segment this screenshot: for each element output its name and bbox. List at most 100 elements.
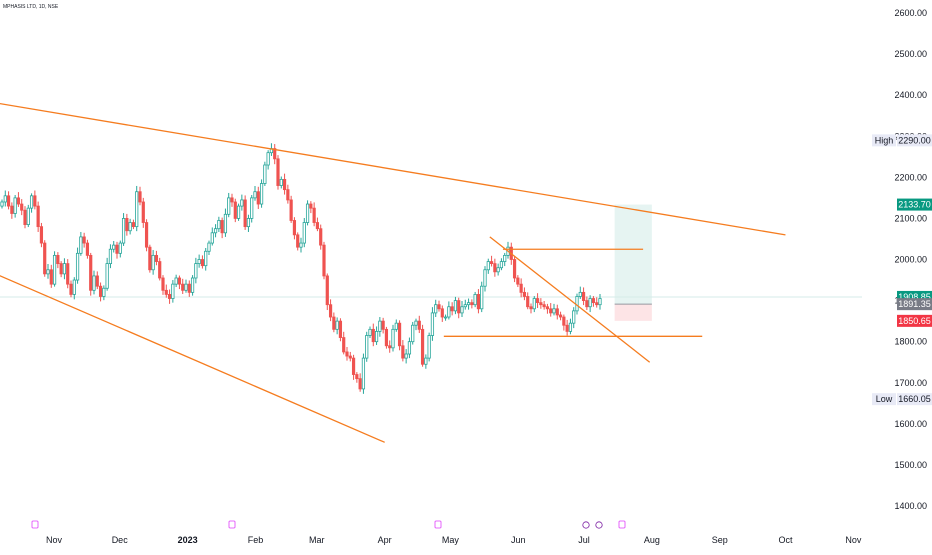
candle[interactable] [368, 326, 372, 338]
dividend-marker-icon[interactable] [582, 521, 590, 529]
candle[interactable] [154, 250, 159, 266]
candle[interactable] [355, 372, 359, 383]
candle[interactable] [3, 190, 7, 207]
candle[interactable] [190, 275, 195, 296]
candle[interactable] [503, 252, 507, 267]
candle[interactable] [335, 317, 339, 335]
candle[interactable] [151, 250, 155, 275]
candle[interactable] [529, 303, 533, 314]
candle[interactable] [210, 227, 214, 246]
candle[interactable] [555, 304, 559, 320]
candle[interactable] [39, 222, 44, 248]
event-markers-layer[interactable] [31, 520, 626, 529]
candle[interactable] [496, 263, 500, 276]
candle[interactable] [92, 270, 96, 295]
candle[interactable] [437, 300, 441, 312]
candle[interactable] [378, 317, 382, 337]
candle[interactable] [460, 300, 464, 318]
candle[interactable] [20, 199, 24, 216]
candle[interactable] [443, 314, 448, 321]
candle[interactable] [227, 192, 231, 218]
candle[interactable] [6, 191, 11, 210]
candle[interactable] [391, 324, 395, 352]
candle[interactable] [322, 241, 326, 280]
candle[interactable] [230, 193, 234, 207]
candle[interactable] [184, 279, 188, 293]
candle[interactable] [102, 285, 106, 301]
candle[interactable] [148, 244, 152, 273]
candle[interactable] [549, 303, 553, 317]
candle[interactable] [253, 185, 257, 201]
candle[interactable] [164, 284, 168, 298]
candle[interactable] [43, 240, 47, 277]
candle[interactable] [315, 217, 320, 232]
candle[interactable] [138, 186, 142, 206]
candle[interactable] [131, 219, 136, 230]
candle[interactable] [397, 320, 402, 351]
candle[interactable] [388, 340, 392, 353]
candle[interactable] [207, 240, 211, 255]
candle[interactable] [125, 213, 129, 236]
candle[interactable] [516, 275, 520, 288]
candle[interactable] [532, 296, 536, 313]
candle[interactable] [338, 318, 343, 342]
candle[interactable] [59, 261, 63, 278]
candle[interactable] [82, 232, 86, 248]
candle[interactable] [33, 190, 37, 210]
candle[interactable] [404, 349, 408, 364]
candle[interactable] [49, 264, 53, 288]
candle[interactable] [118, 240, 122, 258]
candle[interactable] [519, 278, 523, 298]
candle[interactable] [72, 277, 76, 300]
candle[interactable] [473, 291, 477, 308]
candle[interactable] [204, 247, 208, 271]
candle[interactable] [483, 266, 487, 292]
candle[interactable] [401, 340, 405, 362]
candle[interactable] [263, 161, 267, 186]
candle[interactable] [13, 194, 17, 218]
earnings-marker-icon[interactable] [228, 520, 236, 529]
candle[interactable] [535, 293, 540, 308]
candle[interactable] [29, 193, 34, 213]
candle[interactable] [493, 258, 497, 277]
candle[interactable] [581, 287, 586, 306]
candle[interactable] [466, 298, 471, 310]
candle[interactable] [565, 319, 569, 336]
candle[interactable] [512, 255, 517, 283]
candle[interactable] [296, 232, 300, 251]
candle[interactable] [187, 280, 191, 297]
candle[interactable] [121, 213, 126, 246]
candle[interactable] [108, 244, 113, 269]
candle[interactable] [319, 224, 323, 250]
candle[interactable] [240, 194, 244, 211]
candle[interactable] [279, 176, 283, 189]
candle[interactable] [440, 305, 444, 322]
candle[interactable] [52, 251, 57, 287]
candles-layer[interactable] [0, 143, 602, 394]
earnings-marker-icon[interactable] [618, 520, 626, 529]
candle[interactable] [85, 239, 90, 259]
candle[interactable] [128, 218, 132, 235]
candle[interactable] [394, 319, 398, 332]
candle[interactable] [289, 195, 293, 223]
candle[interactable] [345, 347, 349, 361]
candle[interactable] [374, 326, 379, 345]
candle[interactable] [200, 255, 205, 269]
candle[interactable] [26, 204, 30, 228]
candle[interactable] [23, 206, 27, 229]
candle[interactable] [56, 252, 60, 269]
candle[interactable] [424, 354, 428, 369]
candle[interactable] [598, 294, 602, 310]
candle[interactable] [299, 237, 303, 253]
candle[interactable] [499, 258, 504, 271]
candle[interactable] [489, 255, 494, 267]
drawings-layer[interactable] [0, 101, 786, 443]
candle[interactable] [79, 231, 83, 256]
candle[interactable] [558, 311, 563, 321]
candle[interactable] [115, 241, 119, 259]
candle[interactable] [342, 331, 346, 355]
candle[interactable] [414, 318, 418, 331]
candle[interactable] [250, 194, 254, 223]
descending-trendline[interactable] [489, 236, 651, 363]
